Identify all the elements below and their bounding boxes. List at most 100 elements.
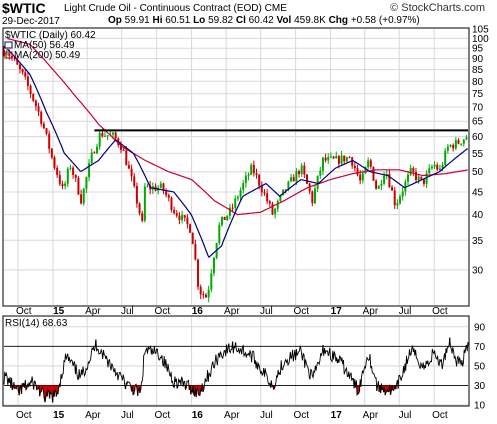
candle-up (104, 135, 107, 137)
candle-up (321, 157, 324, 171)
price-tick-label: 100 (472, 34, 489, 45)
candle-down (77, 177, 80, 195)
price-tick-label: 45 (472, 187, 484, 198)
candle-up (316, 175, 319, 189)
candle-down (8, 53, 11, 56)
price-x-tick-label: Oct (155, 306, 171, 317)
rsi-x-tick-label: Jul (121, 410, 134, 421)
price-x-tick-label: 17 (331, 306, 343, 317)
candle-down (45, 128, 48, 134)
candle-down (133, 176, 136, 186)
candle-down (138, 203, 141, 214)
price-candles (3, 45, 468, 303)
candle-up (85, 177, 88, 189)
candle-down (202, 294, 205, 296)
price-tick-label: 95 (472, 44, 484, 55)
candle-down (13, 57, 16, 60)
candle-down (332, 156, 335, 159)
candle-up (425, 173, 428, 184)
volume-label: Vol (276, 15, 292, 26)
ma50-line (6, 48, 468, 259)
candle-down (223, 216, 226, 221)
candle-down (167, 195, 170, 198)
rsi-x-tick-label: Apr (224, 410, 240, 421)
candle-down (292, 177, 295, 182)
rsi-x-tick-label: Oct (294, 410, 310, 421)
rsi-tick-label: 70 (474, 342, 486, 353)
change-value: +0.58 (+0.97%) (350, 15, 420, 26)
low-value: 59.82 (208, 15, 234, 26)
candle-up (367, 160, 370, 168)
price-tick-label: 80 (472, 77, 484, 88)
price-x-tick-label: 16 (192, 306, 204, 317)
candle-up (409, 167, 412, 175)
rsi-grid (4, 317, 468, 406)
candle-up (319, 170, 322, 176)
candle-down (186, 217, 189, 225)
candle-down (351, 157, 354, 166)
rsi-panel-frame (2, 315, 470, 407)
candle-up (96, 146, 99, 154)
candle-up (210, 273, 213, 290)
price-tick-label: 70 (472, 102, 484, 113)
price-panel-frame (2, 27, 470, 307)
candle-up (380, 183, 383, 186)
candle-up (282, 189, 285, 196)
open-label: Op (108, 15, 122, 26)
rsi-x-tick-label: Jul (260, 410, 273, 421)
rsi-x-tick-label: Apr (363, 410, 379, 421)
candle-up (377, 185, 380, 189)
candle-down (175, 213, 178, 216)
candle-down (422, 179, 425, 184)
price-tick-label: 90 (472, 54, 484, 65)
price-tick-label: 40 (472, 210, 484, 221)
price-tick-label: 75 (472, 89, 484, 100)
candle-down (353, 165, 356, 169)
close-label: Cl (235, 15, 246, 26)
candle-down (306, 174, 309, 184)
candle-down (16, 59, 19, 65)
candle-down (348, 157, 351, 159)
ma200-legend-swatch (4, 51, 13, 59)
stockcharts-brand: © StockCharts.com (390, 2, 485, 14)
price-tick-label: 35 (472, 236, 484, 247)
candle-down (311, 191, 314, 204)
candle-up (279, 195, 282, 202)
candle-up (236, 197, 239, 199)
rsi-x-tick-label: Oct (432, 410, 448, 421)
candle-down (457, 140, 460, 144)
candle-down (56, 167, 59, 175)
rsi-tick-label: 50 (474, 361, 486, 372)
candle-up (430, 166, 433, 169)
candle-down (372, 166, 375, 181)
chart-symbol: $WTIC (2, 0, 46, 16)
candle-down (21, 69, 24, 73)
candle-up (207, 289, 210, 298)
price-grid (4, 29, 468, 305)
rsi-x-tick-label: Oct (155, 410, 171, 421)
rsi-x-tick-label: Oct (16, 410, 32, 421)
candle-down (53, 157, 56, 168)
candle-up (181, 215, 184, 221)
candle-up (404, 181, 407, 192)
price-x-tick-label: Oct (16, 306, 32, 317)
candle-down (72, 167, 75, 175)
candle-up (66, 168, 69, 184)
candle-up (465, 137, 468, 140)
ma50-legend: MA(50) 56.49 (14, 40, 75, 51)
candle-down (178, 215, 181, 221)
rsi-x-tick-label: 15 (53, 410, 65, 421)
candle-up (383, 175, 386, 184)
rsi-tick-label: 90 (474, 322, 486, 333)
candle-down (375, 180, 378, 189)
rsi-tick-label: 30 (474, 381, 486, 392)
candle-down (34, 100, 37, 107)
candle-up (106, 135, 109, 137)
candle-down (414, 171, 417, 181)
ma50-legend-swatch (4, 41, 13, 49)
candle-up (250, 164, 253, 175)
price-tick-label: 85 (472, 65, 484, 76)
candle-down (42, 123, 45, 129)
candle-up (295, 171, 298, 182)
candle-down (271, 203, 274, 215)
